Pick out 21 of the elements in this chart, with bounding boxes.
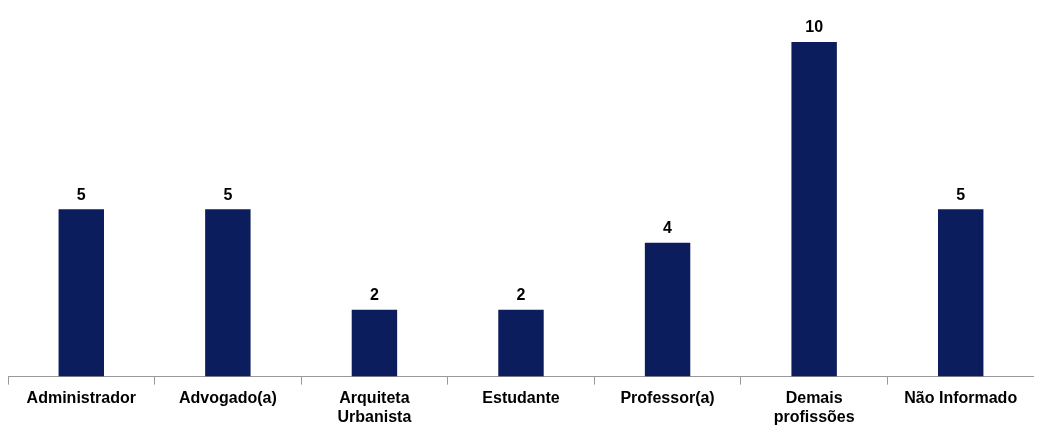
bar [791,42,837,377]
x-tick-label: Advogado(a) [178,388,277,406]
bar [205,209,251,377]
data-label: 2 [369,286,379,304]
x-tick-label: Professor(a) [620,388,715,406]
bar [58,209,104,377]
x-tick-label: Arquiteta Urbanista [337,388,412,425]
data-label: 2 [516,286,526,304]
data-label: 10 [805,18,824,36]
bar [498,309,544,377]
bar [938,209,984,377]
x-tick-label: Não Informado [904,388,1018,406]
bar [644,242,691,377]
data-label: 5 [956,185,966,203]
x-tick-label: Estudante [482,388,560,406]
x-tick-label: Demais profissões [773,388,855,425]
x-tick-label: Administrador [26,388,136,406]
bar [351,309,398,377]
data-label: 5 [76,185,86,203]
data-label: 4 [663,219,673,237]
data-label: 5 [223,185,233,203]
